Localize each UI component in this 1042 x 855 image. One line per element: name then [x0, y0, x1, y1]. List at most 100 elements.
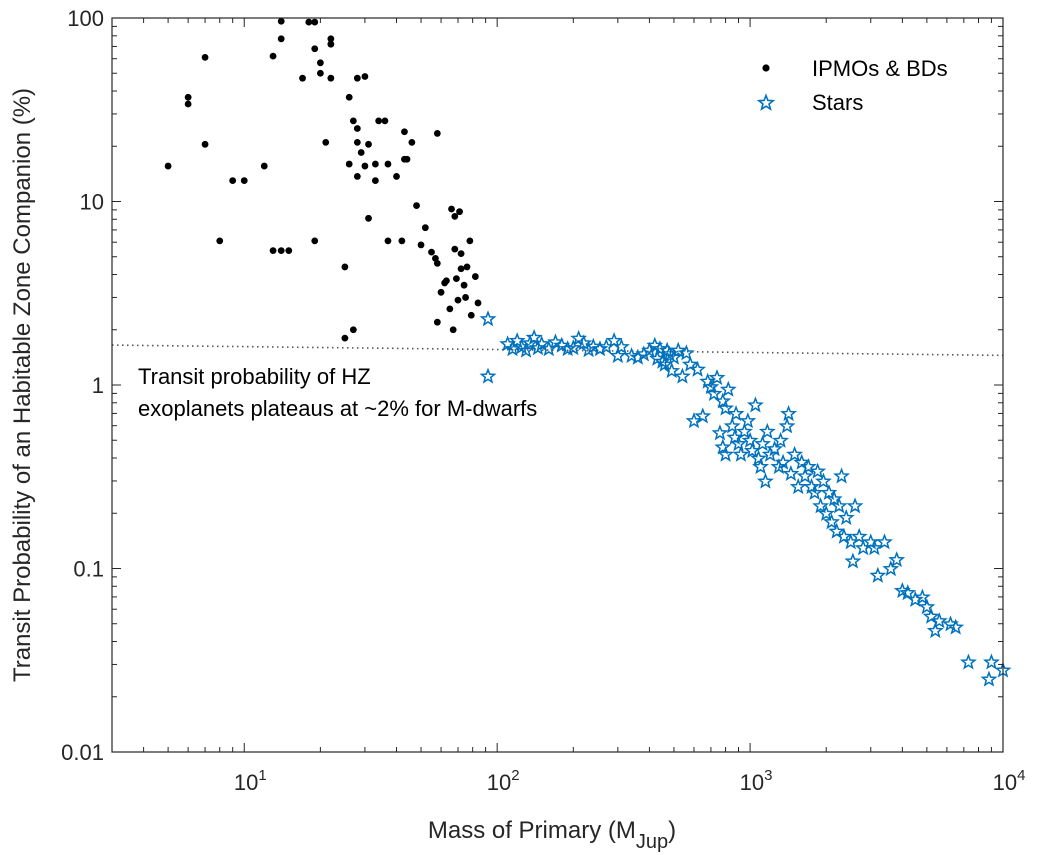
- star-point: [723, 417, 741, 434]
- star-point: [525, 328, 543, 345]
- ipmo-point: [353, 138, 361, 146]
- star-point: [766, 440, 784, 457]
- ipmo-point: [201, 53, 209, 61]
- ipmo-point: [421, 224, 429, 232]
- ipmo-point: [316, 69, 324, 77]
- ipmo-point: [365, 214, 372, 222]
- legend: IPMOs & BDs Stars: [756, 56, 948, 115]
- star-point: [651, 340, 669, 357]
- ipmo-point: [413, 202, 420, 209]
- star-point: [517, 341, 535, 358]
- ipmo-point: [201, 140, 209, 148]
- star-point: [899, 584, 917, 601]
- star-point: [735, 422, 753, 439]
- ipmo-point: [408, 138, 416, 146]
- ipmo-point: [327, 74, 335, 82]
- star-point: [714, 438, 732, 455]
- star-point: [799, 458, 817, 475]
- y-tick-label-10: 10: [80, 190, 104, 215]
- star-point: [754, 435, 771, 452]
- y-axis-title: Transit Probability of an Habitable Zone…: [9, 88, 36, 682]
- star-point: [743, 442, 761, 459]
- ipmo-point: [269, 52, 277, 60]
- star-point: [770, 458, 788, 475]
- star-point: [591, 340, 609, 357]
- series-stars: [479, 310, 1012, 687]
- ipmo-point: [371, 160, 379, 168]
- ipmo-point: [184, 100, 192, 108]
- legend-label-ipmos: IPMOs & BDs: [812, 56, 948, 81]
- star-point: [772, 431, 790, 448]
- star-point: [837, 508, 855, 526]
- star-point: [982, 653, 1000, 670]
- y-tick-label-100: 100: [67, 6, 104, 31]
- ipmo-point: [341, 263, 349, 271]
- star-point: [959, 653, 977, 670]
- ipmo-point: [240, 177, 248, 184]
- ipmo-point: [451, 212, 459, 220]
- ipmo-point: [417, 241, 425, 249]
- star-point: [750, 449, 767, 466]
- ipmo-point: [454, 296, 462, 304]
- ipmo-point: [164, 162, 172, 170]
- star-point: [780, 405, 798, 422]
- star-point: [758, 422, 776, 439]
- star-point: [796, 467, 814, 484]
- x-tick-label-3: 103: [740, 767, 773, 795]
- star-point: [930, 612, 948, 629]
- ipmo-point: [453, 275, 460, 283]
- ipmo-point: [345, 93, 353, 101]
- star-point: [717, 445, 735, 462]
- star-point: [846, 497, 864, 514]
- star-point: [702, 378, 720, 395]
- star-point: [673, 367, 691, 384]
- star-point: [814, 472, 832, 489]
- series-ipmos-bds: [164, 17, 482, 342]
- ipmo-point: [446, 305, 454, 313]
- ipmo-point: [311, 237, 319, 245]
- star-point: [741, 431, 759, 448]
- data-points-layer: [164, 17, 1012, 687]
- ipmo-point: [457, 265, 465, 273]
- star-point: [575, 334, 593, 351]
- ticks-layer: [111, 17, 1004, 753]
- annotation: Transit probability of HZ exoplanets pla…: [138, 364, 537, 421]
- star-point: [669, 341, 687, 358]
- star-point: [665, 348, 683, 365]
- ipmo-point: [449, 326, 457, 334]
- star-point: [546, 333, 564, 350]
- ipmo-point: [474, 299, 482, 307]
- ipmo-point: [401, 128, 408, 136]
- star-point: [778, 417, 796, 434]
- star-point: [947, 618, 965, 635]
- star-point: [862, 533, 880, 550]
- star-point: [605, 331, 623, 349]
- star-point: [806, 483, 824, 501]
- star-point: [635, 345, 653, 362]
- star-point: [876, 533, 893, 550]
- ipmo-point: [305, 18, 313, 26]
- annotation-line-1: Transit probability of HZ: [138, 364, 371, 389]
- star-point: [612, 338, 630, 355]
- ipmo-point: [375, 117, 383, 125]
- star-point: [865, 539, 883, 556]
- ipmo-point: [361, 73, 369, 80]
- ipmo-point: [349, 326, 357, 334]
- star-point: [479, 367, 497, 384]
- ipmo-point: [299, 74, 306, 82]
- ipmo-point: [285, 247, 293, 255]
- x-tick-label-1: 101: [234, 767, 267, 795]
- star-point: [833, 467, 851, 484]
- star-point: [756, 472, 774, 489]
- ipmo-point: [353, 125, 361, 132]
- legend-label-stars: Stars: [812, 90, 863, 115]
- star-point: [926, 621, 944, 639]
- ipmo-point: [393, 173, 400, 180]
- y-tick-label-1: 1: [92, 373, 104, 398]
- star-point: [809, 462, 827, 479]
- star-point: [479, 310, 497, 327]
- ipmo-point: [428, 248, 435, 256]
- x-tick-label-2: 102: [487, 767, 520, 795]
- ipmo-point: [277, 35, 285, 43]
